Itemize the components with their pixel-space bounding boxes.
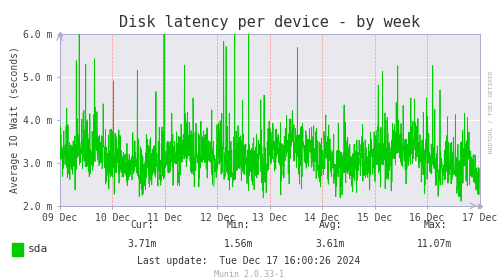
Text: 1.56m: 1.56m [224,239,253,249]
Y-axis label: Average IO Wait (seconds): Average IO Wait (seconds) [10,46,20,193]
Text: 3.71m: 3.71m [127,239,157,249]
Text: RRDTOOL / TOBI OETIKER: RRDTOOL / TOBI OETIKER [489,71,494,153]
Text: Last update:  Tue Dec 17 16:00:26 2024: Last update: Tue Dec 17 16:00:26 2024 [137,256,360,266]
Text: Cur:: Cur: [130,220,154,230]
Text: 3.61m: 3.61m [316,239,345,249]
Text: 11.07m: 11.07m [417,239,452,249]
Text: sda: sda [28,244,49,254]
Text: Munin 2.0.33-1: Munin 2.0.33-1 [214,270,283,279]
Text: Max:: Max: [423,220,447,230]
Text: Avg:: Avg: [319,220,342,230]
Text: Min:: Min: [227,220,250,230]
Title: Disk latency per device - by week: Disk latency per device - by week [119,15,420,30]
